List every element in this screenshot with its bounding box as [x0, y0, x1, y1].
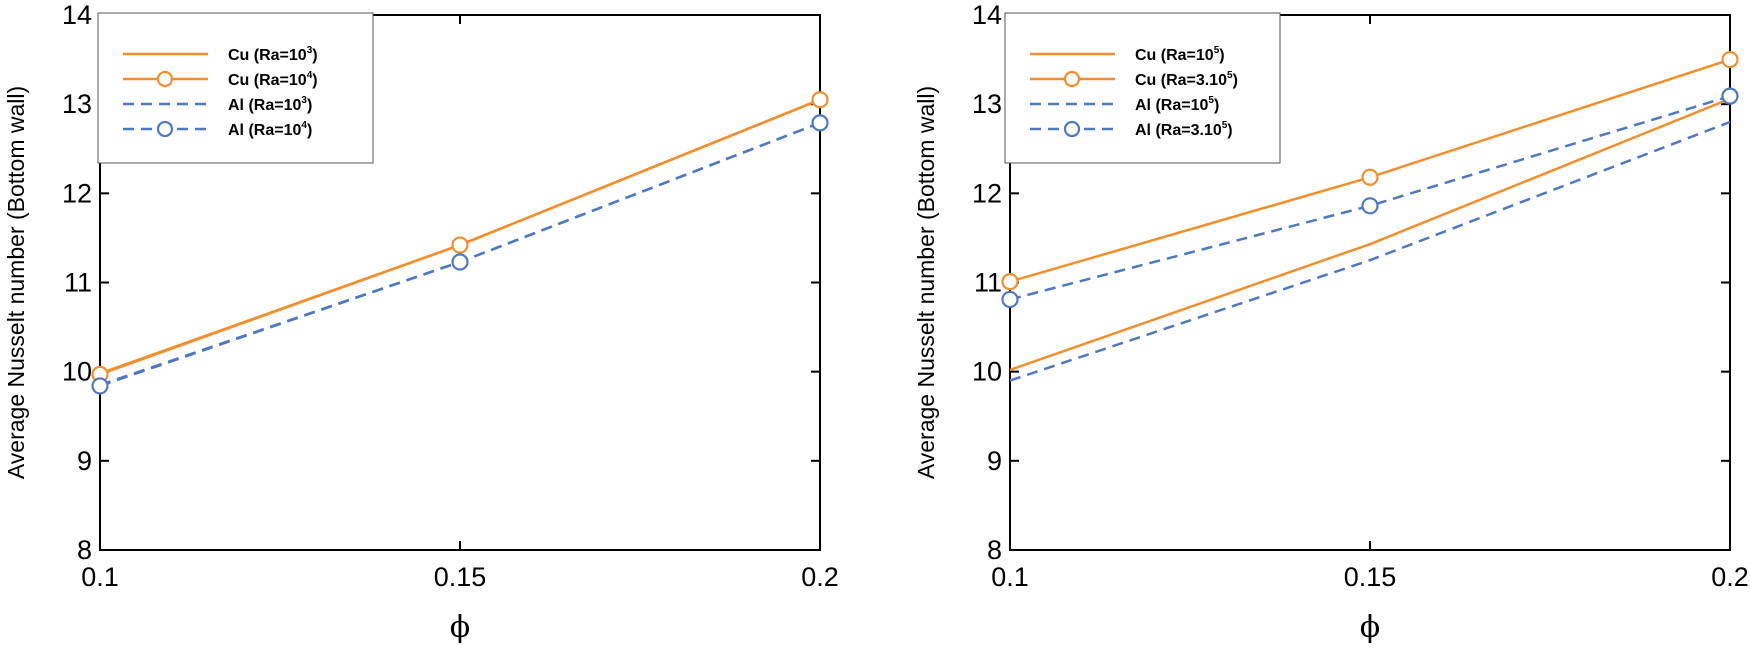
x-axis-label: ϕ: [1360, 610, 1380, 645]
data-point: [1721, 50, 1739, 69]
legend-label-2: Al (Ra=103): [228, 95, 312, 114]
data-point: [1001, 273, 1019, 291]
y-tick-label: 8: [987, 535, 1002, 565]
y-tick-label: 9: [987, 446, 1002, 476]
y-tick-label: 13: [972, 89, 1002, 119]
legend-box: [1004, 12, 1281, 164]
data-point: [451, 253, 469, 271]
y-tick-label: 14: [972, 0, 1002, 30]
legend-label-2: Al (Ra=105): [1135, 95, 1219, 114]
series-line-0: [1009, 97, 1731, 372]
legend-marker-1: [1063, 70, 1081, 88]
series-line-2: [1009, 120, 1731, 382]
data-point: [91, 377, 109, 395]
x-tick-label: 0.2: [1711, 562, 1749, 592]
x-axis-label: ϕ: [450, 610, 470, 645]
y-tick-label: 14: [62, 0, 92, 30]
y-tick-label: 11: [974, 268, 1002, 298]
legend-label-3: Al (Ra=3.105): [1135, 120, 1233, 139]
right-chart: 8 9 10 11 12 13 14 0.1 0.15 0.2 ϕ Average Nusselt n…: [913, 0, 1749, 645]
x-tick-label: 0.15: [1344, 562, 1397, 592]
legend-marker-3: [1063, 120, 1081, 138]
y-tick-label: 10: [972, 357, 1002, 387]
y-axis-label: Average Nusselt number (Bottom wall): [3, 86, 29, 479]
y-tick-label: 12: [62, 178, 92, 208]
series-line-3: [1009, 94, 1731, 301]
x-tick-label: 0.1: [991, 562, 1029, 592]
legend-marker-1: [156, 70, 174, 88]
data-point: [811, 114, 829, 132]
y-tick-label: 10: [62, 357, 92, 387]
data-point: [451, 236, 469, 254]
legend-label-1: Cu (Ra=104): [228, 70, 318, 89]
x-tick-label: 0.15: [434, 562, 487, 592]
legend-label-0: Cu (Ra=103): [228, 45, 318, 64]
y-tick-label: 8: [77, 535, 92, 565]
legend-marker-3: [156, 120, 174, 138]
data-point: [1361, 197, 1379, 215]
x-tick-label: 0.1: [81, 562, 119, 592]
data-point: [1361, 168, 1379, 186]
left-chart: 8 9 10 11 12 13 14 0.1 0.15 0.2 ϕ Average Nusselt n…: [3, 0, 839, 645]
legend-label-0: Cu (Ra=105): [1135, 45, 1225, 64]
data-point: [811, 91, 829, 109]
y-tick-label: 12: [972, 178, 1002, 208]
data-point: [1001, 290, 1019, 309]
legend-label-3: Al (Ra=104): [228, 120, 312, 139]
legend-box: [97, 12, 374, 164]
y-tick-label: 9: [77, 446, 92, 476]
y-axis-label: Average Nusselt number (Bottom wall): [913, 86, 939, 479]
y-tick-label: 11: [64, 268, 92, 298]
y-tick-label: 13: [62, 89, 92, 119]
x-tick-label: 0.2: [801, 562, 839, 592]
legend-label-1: Cu (Ra=3.105): [1135, 70, 1238, 89]
data-point: [1721, 87, 1739, 105]
